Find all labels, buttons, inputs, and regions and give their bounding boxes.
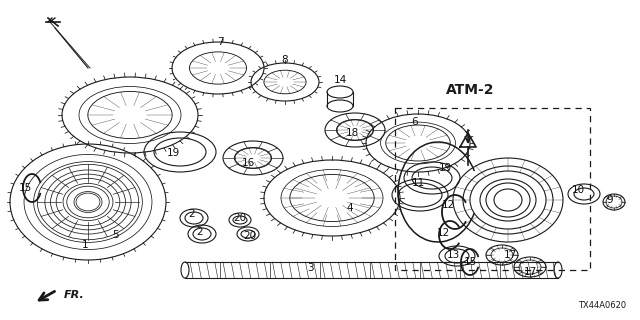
Text: 13: 13 <box>446 250 460 260</box>
Text: 19: 19 <box>438 163 452 173</box>
Text: TX44A0620: TX44A0620 <box>578 301 626 310</box>
Text: 15: 15 <box>19 183 31 193</box>
Text: 16: 16 <box>241 158 255 168</box>
Text: 11: 11 <box>412 178 424 188</box>
Text: 19: 19 <box>166 148 180 158</box>
Text: 6: 6 <box>412 117 419 127</box>
Text: 5: 5 <box>112 230 118 240</box>
Text: 9: 9 <box>607 195 613 205</box>
Text: 14: 14 <box>333 75 347 85</box>
Text: 20: 20 <box>243 231 257 241</box>
Text: 7: 7 <box>217 37 223 47</box>
Text: 12: 12 <box>436 228 450 238</box>
Text: 17: 17 <box>524 267 536 277</box>
Text: 3: 3 <box>307 263 314 273</box>
Text: 18: 18 <box>346 128 358 138</box>
Text: 8: 8 <box>282 55 288 65</box>
Bar <box>395 108 590 270</box>
Text: 1: 1 <box>82 240 88 250</box>
Text: 15: 15 <box>463 257 477 267</box>
Text: FR.: FR. <box>64 290 84 300</box>
Text: 20: 20 <box>234 213 246 223</box>
Text: 12: 12 <box>442 200 454 210</box>
Text: 17: 17 <box>504 250 516 260</box>
Text: ATM-2: ATM-2 <box>445 83 494 97</box>
Text: 2: 2 <box>196 227 204 237</box>
Text: 4: 4 <box>347 203 353 213</box>
Text: 10: 10 <box>572 185 584 195</box>
Text: 2: 2 <box>189 209 195 219</box>
